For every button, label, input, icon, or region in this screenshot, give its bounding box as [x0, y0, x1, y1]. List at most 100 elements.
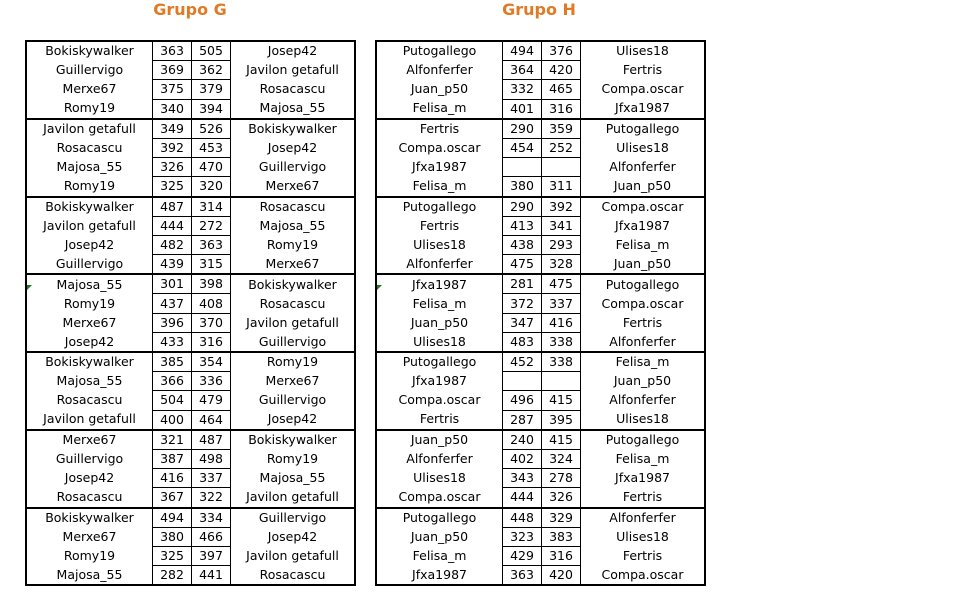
home-score-cell: 349	[152, 117, 192, 139]
match-row: Majosa_55 301 398 Bokiskywalker	[26, 273, 355, 295]
away-score-cell	[541, 157, 581, 178]
group-h-title: Grupo H	[502, 0, 576, 19]
home-player-cell: Ulises18	[376, 468, 503, 488]
away-player-cell: Alfonferfer	[609, 333, 676, 349]
match-row: Bokiskywalker 385 354 Romy19	[26, 351, 355, 373]
away-player-cell: Felisa_m	[615, 236, 670, 252]
match-row: Juan_p50 240 415 Putogallego	[376, 428, 705, 450]
away-player-cell: Jfxa1987	[615, 217, 670, 233]
home-score-cell: 340	[152, 98, 192, 120]
home-player-cell: Felisa_m	[376, 546, 503, 566]
match-row: Josep42 433 316 Guillervigo	[26, 331, 355, 353]
home-score-cell: 332	[502, 79, 542, 100]
home-score-cell: 240	[502, 428, 542, 450]
away-player-cell: Fertris	[622, 314, 663, 330]
home-player-cell: Juan_p50	[376, 313, 503, 333]
home-player-cell: Alfonferfer	[376, 60, 503, 80]
away-score-cell: 354	[191, 351, 231, 373]
home-score-cell: 290	[502, 195, 542, 217]
away-score-cell: 416	[541, 312, 581, 333]
away-score-cell: 505	[191, 40, 231, 62]
home-player-cell: Rosacascu	[26, 138, 153, 158]
home-score-cell: 439	[152, 254, 192, 275]
match-row: Alfonferfer 402 324 Felisa_m	[376, 448, 705, 470]
home-score-cell: 380	[152, 526, 192, 547]
away-player-cell: Rosacascu	[259, 295, 326, 311]
away-player-cell: Alfonferfer	[609, 159, 676, 175]
home-score-cell: 448	[502, 506, 542, 528]
home-player-cell: Guillervigo	[26, 254, 153, 275]
away-player-cell: Javilon getafull	[246, 547, 339, 563]
home-score-cell: 321	[152, 428, 192, 450]
home-player-cell: Majosa_55	[26, 273, 153, 294]
match-row: Merxe67 380 466 Josep42	[26, 526, 355, 547]
home-score-cell: 452	[502, 351, 542, 373]
away-score-cell: 408	[191, 293, 231, 314]
home-player-cell: Rosacascu	[26, 487, 153, 508]
home-player-cell: Felisa_m	[376, 176, 503, 197]
away-score-cell: 397	[191, 545, 231, 567]
match-row: Majosa_55 366 336 Merxe67	[26, 371, 355, 392]
away-score-cell: 392	[541, 195, 581, 217]
home-score-cell: 363	[152, 40, 192, 62]
away-player-cell: Romy19	[230, 351, 355, 372]
away-player-cell: Juan_p50	[613, 178, 672, 194]
away-player-cell: Merxe67	[265, 373, 320, 389]
away-score-cell: 316	[191, 331, 231, 353]
match-row: Putogallego 448 329 Alfonferfer	[376, 506, 705, 528]
away-score-cell: 464	[191, 409, 231, 431]
away-player-cell: Javilon getafull	[246, 62, 339, 78]
away-player-cell: Fertris	[622, 547, 663, 563]
match-row: Juan_p50 347 416 Fertris	[376, 312, 705, 333]
comment-marker-icon	[377, 285, 382, 290]
away-score-cell: 394	[191, 98, 231, 120]
home-score-cell: 487	[152, 195, 192, 217]
home-player-cell: Merxe67	[26, 428, 153, 450]
match-row: Rosacascu 392 453 Josep42	[26, 137, 355, 159]
home-player-cell: Felisa_m	[376, 293, 503, 314]
match-row: Bokiskywalker 363 505 Josep42	[26, 40, 355, 62]
home-player-cell: Rosacascu	[26, 390, 153, 411]
home-player-cell: Josep42	[26, 468, 153, 488]
away-score-cell: 479	[191, 390, 231, 411]
match-row: Ulises18 483 338 Alfonferfer	[376, 331, 705, 353]
home-score-cell: 364	[502, 60, 542, 81]
away-player-cell: Merxe67	[265, 255, 320, 271]
home-player-cell: Javilon getafull	[26, 117, 153, 139]
home-player-cell: Compa.oscar	[376, 487, 503, 508]
away-player-cell: Compa.oscar	[601, 295, 684, 311]
away-score-cell: 383	[541, 526, 581, 547]
home-player-cell: Guillervigo	[26, 60, 153, 80]
away-player-cell: Josep42	[267, 140, 318, 156]
away-score-cell: 420	[541, 60, 581, 81]
home-player-cell: Jfxa1987	[376, 565, 503, 586]
home-score-cell: 343	[502, 468, 542, 489]
away-player-cell: Bokiskywalker	[230, 117, 355, 139]
away-player-cell: Felisa_m	[580, 351, 705, 372]
away-score-cell: 252	[541, 137, 581, 159]
home-player-cell: Fertris	[376, 117, 503, 139]
home-score-cell: 290	[502, 117, 542, 139]
home-player-cell: Merxe67	[26, 79, 153, 100]
match-row: Compa.oscar 496 415 Alfonferfer	[376, 390, 705, 411]
away-score-cell	[541, 371, 581, 392]
home-player-cell: Alfonferfer	[376, 254, 503, 275]
home-player-cell: Romy19	[26, 176, 153, 197]
away-score-cell: 475	[541, 273, 581, 295]
match-row: Putogallego 494 376 Ulises18	[376, 40, 705, 62]
home-score-cell: 326	[152, 157, 192, 178]
home-score-cell	[502, 371, 542, 392]
home-score-cell: 433	[152, 331, 192, 353]
match-row: Josep42 416 337 Majosa_55	[26, 468, 355, 489]
away-player-cell: Romy19	[266, 451, 319, 467]
away-player-cell: Ulises18	[616, 140, 669, 156]
match-row: Felisa_m 429 316 Fertris	[376, 545, 705, 567]
match-row: Putogallego 290 392 Compa.oscar	[376, 195, 705, 217]
home-player-cell: Jfxa1987	[376, 273, 503, 294]
home-score-cell: 416	[152, 468, 192, 489]
match-row: Rosacascu 504 479 Guillervigo	[26, 390, 355, 411]
away-score-cell: 395	[541, 409, 581, 431]
away-player-cell: Fertris	[622, 62, 663, 78]
away-player-cell: Compa.oscar	[580, 195, 705, 217]
home-player-cell: Josep42	[26, 235, 153, 255]
